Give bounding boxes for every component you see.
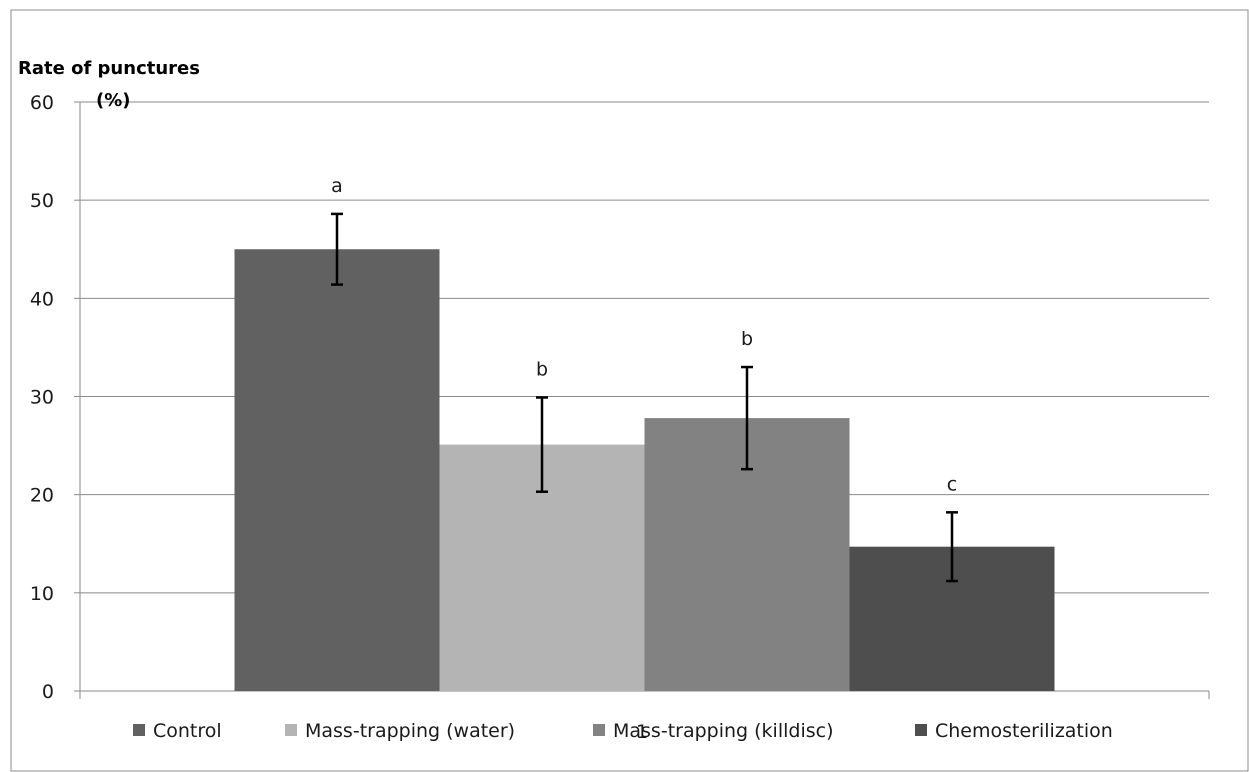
y-tick-label: 20 (30, 485, 54, 507)
error-bars (331, 212, 958, 583)
significance-letter: b (741, 328, 753, 350)
legend-swatch (133, 724, 145, 736)
significance-letters: a b b c (331, 175, 957, 495)
legend-swatch (285, 724, 297, 736)
significance-letter: a (331, 175, 343, 197)
y-tick-label: 50 (30, 190, 54, 212)
y-axis-title-line2: (%) (96, 90, 131, 111)
legend-label: Mass-trapping (killdisc) (613, 720, 834, 742)
y-tick-label: 0 (42, 681, 54, 703)
x-category-label: 1 (636, 721, 648, 743)
bars (234, 249, 1055, 691)
legend-label: Chemosterilization (935, 720, 1113, 742)
significance-letter: b (536, 358, 548, 380)
legend: Control Mass-trapping (water) Mass-trappin… (133, 720, 1113, 742)
y-tick-label: 30 (30, 387, 54, 409)
legend-label: Mass-trapping (water) (305, 720, 515, 742)
legend-swatch (593, 724, 605, 736)
chart-border (10, 9, 1249, 772)
bar-control (234, 249, 440, 691)
y-axis-title-line1: Rate of punctures (18, 58, 200, 79)
y-tick-labels: 0 10 20 30 40 50 60 (30, 92, 54, 703)
significance-letter: c (947, 473, 957, 495)
y-tick-label: 40 (30, 288, 54, 310)
legend-swatch (915, 724, 927, 736)
y-tick-label: 60 (30, 92, 54, 114)
y-tick-label: 10 (30, 583, 54, 605)
legend-label: Control (153, 720, 222, 742)
